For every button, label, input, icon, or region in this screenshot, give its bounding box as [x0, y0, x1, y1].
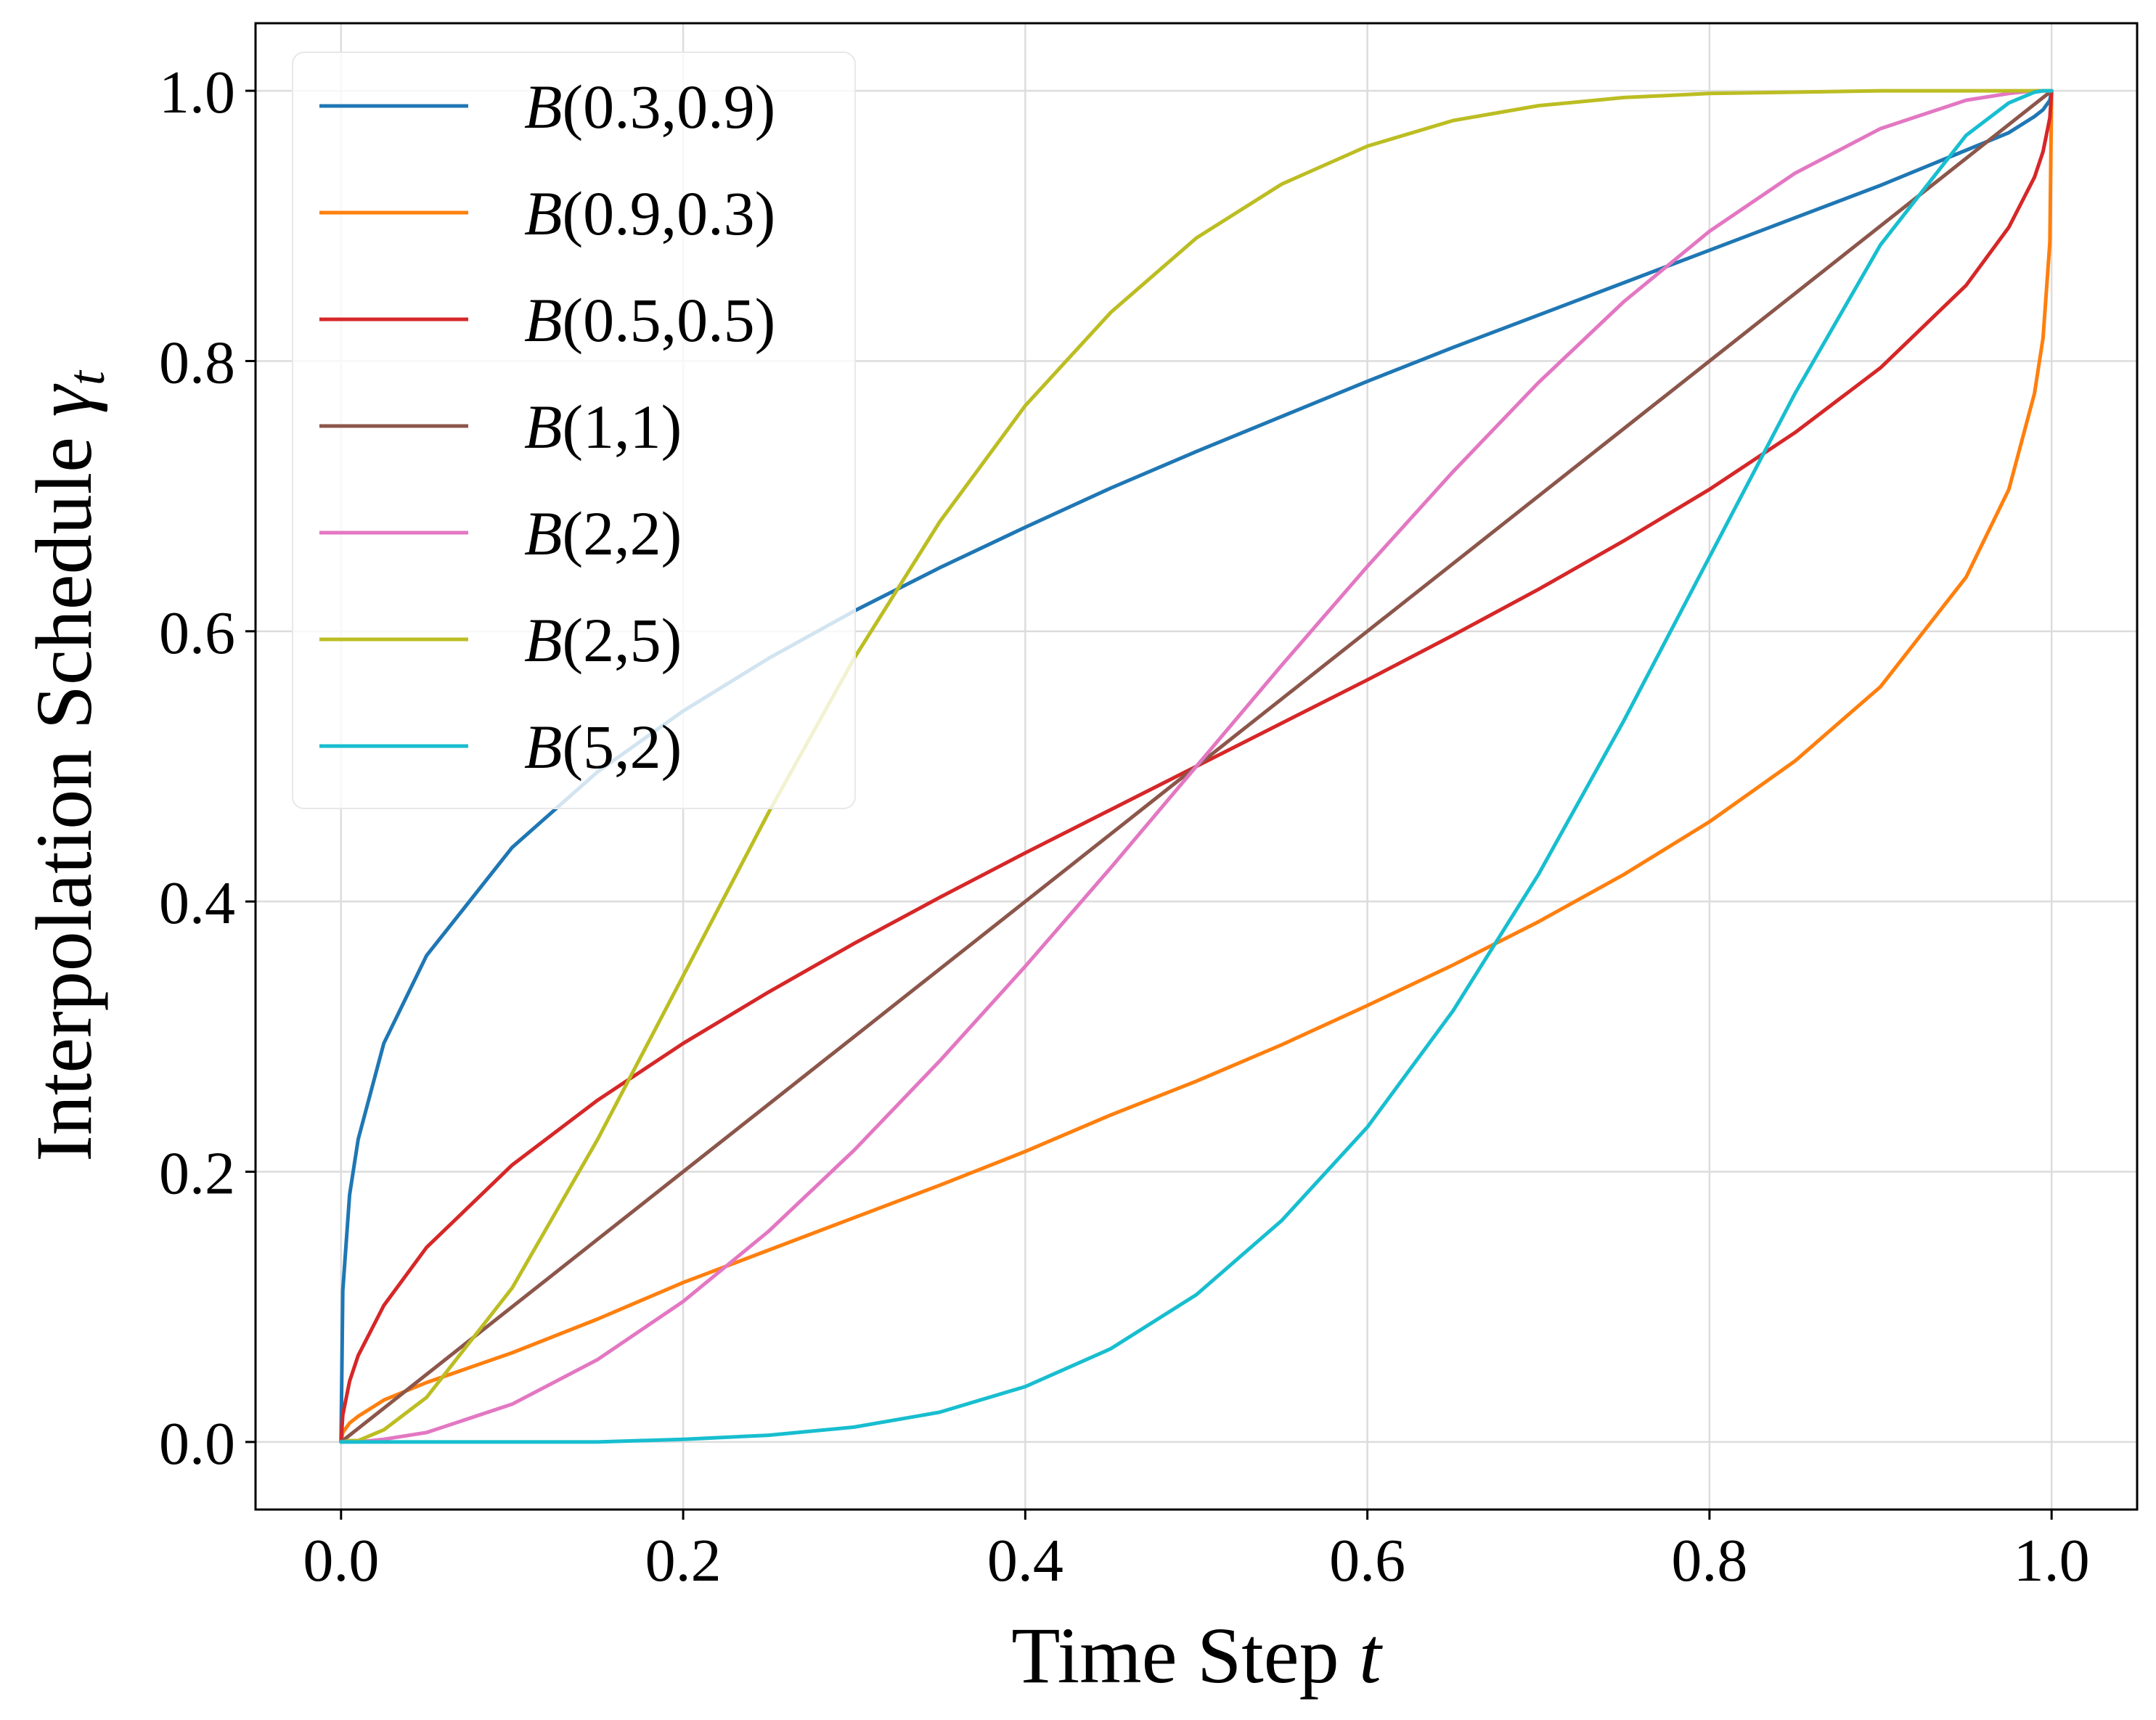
x-tick-label: 0.6	[1329, 1527, 1405, 1594]
x-axis-title-var: t	[1359, 1611, 1383, 1700]
y-tick-label: 0.8	[159, 329, 235, 396]
series-group	[339, 89, 2054, 1444]
ticks: 0.0 0.2 0.4 0.6 0.8 1.0 0.0 0.2 0.4 0.6 0.8 1.0	[159, 59, 2090, 1594]
legend-label-b-5-2: B(5,2)	[524, 712, 682, 782]
plot-frame	[254, 22, 2139, 1511]
series-line-b-5-2	[339, 89, 2054, 1444]
x-tick-label: 0.8	[1671, 1527, 1747, 1594]
series-line-b-0-3-0-9	[339, 89, 2054, 1444]
legend-label-b-2-2: B(2,2)	[524, 499, 682, 568]
y-tick-label: 0.0	[159, 1410, 235, 1478]
legend-box	[292, 52, 856, 809]
x-tick-label: 0.2	[645, 1527, 722, 1594]
legend-label-b-2-5: B(2,5)	[524, 605, 682, 675]
legend-label-b-1-1: B(1,1)	[524, 392, 682, 462]
series-line-b-2-5	[339, 89, 2054, 1444]
y-axis-title-text: Interpolation Schedule	[20, 437, 108, 1162]
y-axis-title-var: γ	[20, 384, 108, 417]
x-tick-label: 0.4	[987, 1527, 1063, 1594]
x-axis-title: Time Step t	[1011, 1611, 1383, 1700]
x-axis-title-text: Time Step	[1011, 1611, 1339, 1700]
y-tick-label: 1.0	[159, 59, 235, 126]
legend: B(0.3,0.9) B(0.9,0.3) B(0.5,0.5) B(1,1) B(2,…	[292, 52, 856, 809]
series-line-b-0-9-0-3	[339, 89, 2054, 1444]
x-tick-label: 0.0	[303, 1527, 379, 1594]
legend-label-b-0-5-0-5: B(0.5,0.5)	[524, 285, 775, 355]
y-tick-label: 0.2	[159, 1140, 235, 1208]
y-axis-title: Interpolation Schedule γt	[20, 369, 115, 1162]
y-tick-label: 0.4	[159, 869, 235, 937]
legend-label-b-0-3-0-9: B(0.3,0.9)	[524, 72, 775, 142]
series-line-b-2-2	[339, 89, 2054, 1444]
y-tick-label: 0.6	[159, 599, 235, 667]
y-axis-title-sub: t	[57, 369, 115, 385]
legend-label-b-0-9-0-3: B(0.9,0.3)	[524, 179, 775, 248]
x-tick-label: 1.0	[2014, 1527, 2090, 1594]
